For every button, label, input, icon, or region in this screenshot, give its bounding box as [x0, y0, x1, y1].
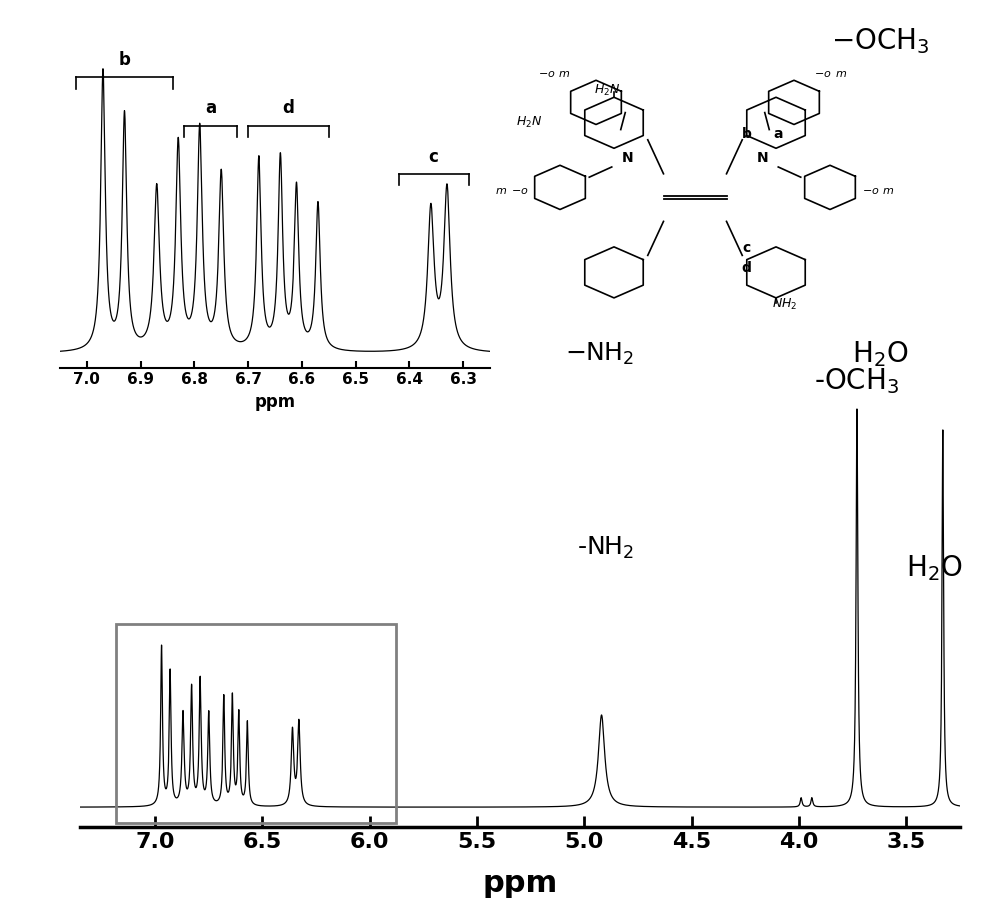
Text: b: b: [742, 127, 752, 142]
Text: $m$: $m$: [558, 69, 571, 79]
Text: $-o$: $-o$: [538, 69, 555, 79]
Text: $m$: $m$: [882, 187, 895, 196]
X-axis label: ppm: ppm: [254, 393, 296, 411]
Text: $-o$: $-o$: [862, 187, 879, 196]
Text: $-$NH$_2$: $-$NH$_2$: [565, 341, 635, 367]
X-axis label: ppm: ppm: [482, 868, 558, 898]
Text: $m$: $m$: [495, 187, 508, 196]
Text: $NH_2$: $NH_2$: [772, 297, 798, 312]
Text: a: a: [205, 99, 216, 117]
Text: $-o$: $-o$: [511, 187, 528, 196]
Text: $-$OCH$_3$: $-$OCH$_3$: [831, 27, 929, 56]
Text: N: N: [622, 152, 633, 165]
Bar: [116, 624, 396, 823]
Text: N: N: [757, 152, 768, 165]
Text: d: d: [283, 99, 294, 117]
Text: d: d: [742, 261, 752, 276]
Text: b: b: [119, 51, 130, 69]
Text: $H_2N$: $H_2N$: [594, 83, 620, 98]
Text: $-o$: $-o$: [814, 69, 832, 79]
Text: -OCH$_3$: -OCH$_3$: [814, 366, 900, 396]
Text: $m$: $m$: [835, 69, 847, 79]
Text: c: c: [429, 148, 438, 165]
Text: H$_2$O: H$_2$O: [852, 339, 908, 369]
Text: a: a: [774, 127, 783, 142]
Text: $H_2N$: $H_2N$: [516, 115, 542, 130]
Text: c: c: [743, 241, 751, 255]
Text: H$_2$O: H$_2$O: [906, 553, 963, 584]
Text: -NH$_2$: -NH$_2$: [577, 535, 634, 562]
